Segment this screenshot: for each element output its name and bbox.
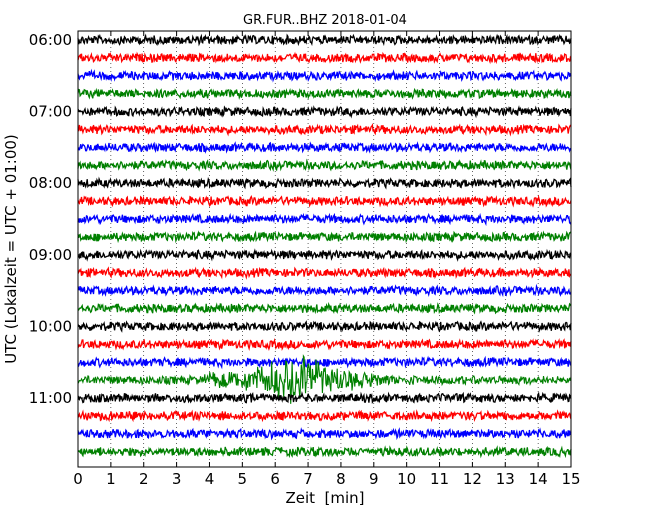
trace-1145	[77, 445, 572, 459]
x-tick-label: 2	[139, 470, 149, 488]
trace-0800	[77, 176, 572, 190]
trace-0645	[77, 87, 572, 100]
axis-ticks	[77, 31, 572, 467]
trace-0815	[77, 194, 572, 208]
x-tick-label: 5	[238, 470, 248, 488]
trace-0600	[77, 33, 572, 47]
y-axis-label: UTC (Lokalzeit = UTC + 01:00)	[2, 134, 20, 364]
trace-0830	[77, 212, 572, 227]
trace-1000	[77, 320, 572, 334]
chart-title: GR.FUR..BHZ 2018-01-04	[243, 13, 407, 28]
trace-0745	[77, 158, 572, 172]
trace-0945	[77, 301, 572, 315]
x-tick-label: 14	[529, 470, 548, 488]
trace-1030	[77, 355, 572, 370]
x-tick-label: 6	[270, 470, 280, 488]
trace-0630	[77, 68, 572, 83]
trace-1045	[77, 354, 572, 404]
trace-0930	[77, 283, 572, 298]
trace-0900	[77, 248, 572, 262]
y-tick-label: 06:00	[29, 31, 72, 49]
x-tick-label: 12	[463, 470, 482, 488]
trace-0615	[77, 51, 572, 65]
x-tick-label: 9	[369, 470, 379, 488]
y-tick-label: 08:00	[29, 174, 72, 192]
trace-0700	[77, 105, 572, 119]
trace-0915	[77, 266, 572, 280]
trace-1015	[77, 337, 572, 352]
x-tick-label: 3	[172, 470, 182, 488]
trace-1100	[77, 391, 572, 405]
x-tick-label: 11	[430, 470, 449, 488]
trace-0715	[77, 123, 572, 137]
y-tick-label: 09:00	[29, 246, 72, 264]
y-tick-labels: 06:00 07:00 08:00 09:00 10:00 11:00	[29, 31, 72, 407]
x-axis-label: Zeit [min]	[285, 489, 364, 507]
x-tick-label: 1	[106, 470, 116, 488]
trace-0845	[77, 230, 572, 244]
x-tick-labels: 0 1 2 3 4 5 6 7 8 9 10 11 12 13 14 15	[73, 470, 580, 488]
y-tick-label: 11:00	[29, 389, 72, 407]
x-tick-label: 15	[561, 470, 580, 488]
x-tick-label: 13	[496, 470, 515, 488]
trace-1115	[77, 409, 572, 423]
trace-group	[77, 33, 572, 459]
plot-frame	[77, 30, 572, 468]
x-tick-label: 8	[336, 470, 346, 488]
x-tick-label: 0	[73, 470, 83, 488]
trace-0730	[77, 141, 572, 154]
x-tick-label: 10	[397, 470, 416, 488]
trace-1130	[77, 427, 572, 441]
x-tick-label: 4	[205, 470, 215, 488]
x-tick-label: 7	[303, 470, 313, 488]
y-tick-label: 10:00	[29, 317, 72, 335]
y-tick-label: 07:00	[29, 103, 72, 121]
grid-lines	[110, 31, 539, 467]
